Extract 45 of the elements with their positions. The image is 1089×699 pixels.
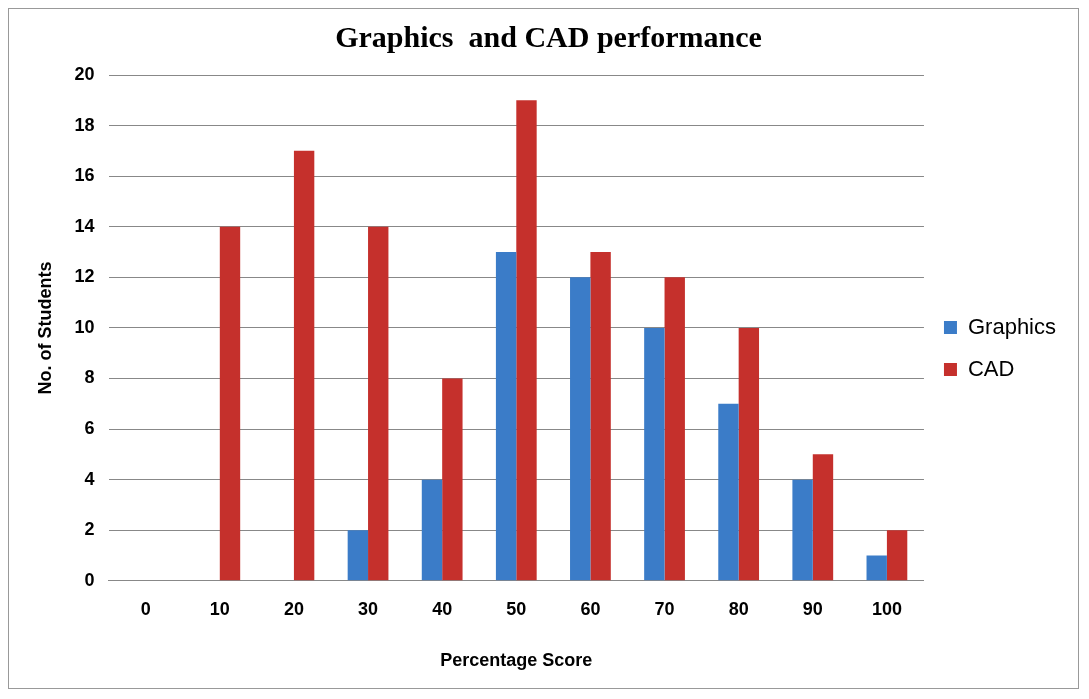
bar [664,277,685,581]
bar [792,479,813,581]
bar [718,403,739,581]
x-tick-label: 70 [654,598,675,619]
x-tick-label: 90 [802,598,823,619]
x-tick-label: 60 [580,598,601,619]
x-tick-label: 10 [209,598,230,619]
y-tick-label: 2 [84,519,95,540]
y-tick-label: 10 [74,316,95,337]
y-axis-title: No. of Students [34,261,55,395]
y-tick-label: 8 [84,367,95,388]
x-tick-label: 20 [283,598,304,619]
bar [293,150,315,581]
bar [570,277,591,581]
bar [866,555,887,581]
bar [886,530,908,581]
y-tick-label: 12 [74,266,95,287]
bar [644,327,665,581]
bar [219,226,241,581]
y-tick-label: 4 [84,468,95,489]
y-tick-label: 0 [84,569,95,590]
legend-label: CAD [967,355,1015,381]
y-tick-label: 18 [74,114,95,135]
bar [347,530,369,581]
x-tick-label: 100 [871,598,902,619]
y-tick-label: 6 [84,418,95,439]
bar [812,454,834,581]
y-tick-label: 16 [74,165,95,186]
x-tick-label: 30 [358,598,379,619]
x-tick-label: 0 [140,598,151,619]
bar [738,327,760,581]
legend-label: Graphics [967,313,1057,339]
bar [590,252,611,581]
y-tick-label: 20 [74,63,95,84]
bar [368,226,389,581]
chart-title: Graphics and CAD performance [335,19,762,53]
bar [516,100,537,581]
x-tick-label: 40 [432,598,453,619]
x-axis-title: Percentage Score [440,650,593,671]
bar [495,252,517,581]
y-tick-label: 14 [74,215,95,236]
x-tick-label: 50 [506,598,527,619]
bar [421,479,443,581]
x-tick-label: 80 [728,598,749,619]
bar [442,378,463,581]
